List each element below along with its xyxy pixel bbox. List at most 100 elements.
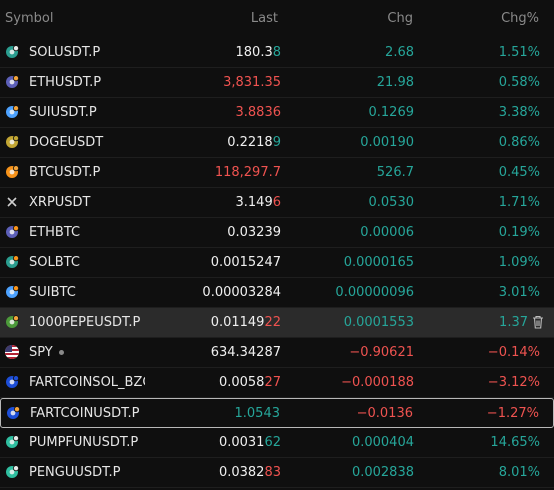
watchlist-row[interactable]: SOLBTC 0.0015247 0.0000165 1.09% bbox=[0, 248, 554, 278]
last-price: 0.03239 bbox=[227, 225, 281, 240]
us-flag-icon bbox=[5, 345, 19, 359]
last-price: 0.038283 bbox=[219, 465, 281, 480]
watchlist-row[interactable]: FARTCOINSOL_BZC 0.005827 −0.000188 −3.12% bbox=[0, 368, 554, 398]
watchlist-header: Symbol Last Chg Chg% bbox=[0, 0, 554, 38]
watchlist-row[interactable]: 1000PEPEUSDT.P 0.0114922 0.0001553 1.37 bbox=[0, 308, 554, 338]
symbol-label: 1000PEPEUSDT.P bbox=[29, 315, 141, 330]
change-percent: −1.27% bbox=[486, 406, 539, 421]
change-percent: 1.51% bbox=[498, 45, 540, 60]
last-price-main: 0.0031 bbox=[218, 435, 265, 450]
last-price: 634.34287 bbox=[211, 345, 281, 360]
change-percent: −3.12% bbox=[487, 375, 540, 390]
change-percent: 0.58% bbox=[498, 75, 540, 90]
fartcoin-perp-icon bbox=[6, 406, 20, 420]
last-price: 0.00003284 bbox=[202, 285, 281, 300]
doge-icon bbox=[5, 135, 19, 149]
last-price-main: 0.03239 bbox=[227, 225, 281, 240]
symbol-label: FARTCOINSOL_BZC bbox=[29, 375, 145, 390]
symbol-label: BTCUSDT.P bbox=[29, 165, 101, 180]
last-price: 0.003162 bbox=[219, 435, 281, 450]
last-price: 0.005827 bbox=[219, 375, 281, 390]
change-value: −0.0136 bbox=[356, 406, 413, 421]
last-price-main: 0.0382 bbox=[218, 465, 265, 480]
symbol-label: PUMPFUNUSDT.P bbox=[29, 435, 139, 450]
last-price-main: 634.34287 bbox=[210, 345, 281, 360]
watchlist-row[interactable]: PENGUUSDT.P 0.038283 0.002838 8.01% bbox=[0, 458, 554, 488]
change-percent: 3.01% bbox=[498, 285, 540, 300]
pumpfun-perp-icon bbox=[5, 435, 19, 449]
last-price: 0.22189 bbox=[227, 135, 281, 150]
last-price-changed-digits: 62 bbox=[264, 435, 281, 450]
sui-perp-icon bbox=[5, 105, 19, 119]
symbol-label: SOLUSDT.P bbox=[29, 45, 101, 60]
watchlist-row[interactable]: SUIUSDT.P 3.8836 0.1269 3.38% bbox=[0, 98, 554, 128]
change-value: 2.68 bbox=[385, 45, 414, 60]
watchlist-row[interactable]: SOLUSDT.P 180.38 2.68 1.51% bbox=[0, 38, 554, 68]
change-value: 0.0001553 bbox=[343, 315, 414, 330]
column-header-last[interactable]: Last bbox=[250, 11, 278, 26]
watchlist-row[interactable]: ETHBTC 0.03239 0.00006 0.19% bbox=[0, 218, 554, 248]
watchlist-row[interactable]: FARTCOINUSDT.P 1.0543 −0.0136 −1.27% bbox=[0, 398, 554, 428]
change-percent: 0.19% bbox=[498, 225, 540, 240]
change-value: 0.00190 bbox=[360, 135, 414, 150]
last-price-main: 1.0543 bbox=[234, 406, 281, 421]
symbol-label: XRPUSDT bbox=[29, 195, 91, 210]
watchlist-row[interactable]: PUMPFUNUSDT.P 0.003162 0.000404 14.65% bbox=[0, 428, 554, 458]
last-price-changed-digits: 9 bbox=[272, 135, 281, 150]
last-price-changed-digits: 83 bbox=[264, 465, 281, 480]
last-price-main: 0.01149 bbox=[210, 315, 265, 330]
watchlist-row[interactable]: SUIBTC 0.00003284 0.00000096 3.01% bbox=[0, 278, 554, 308]
watchlist-row[interactable]: BTCUSDT.P 118,297.7 526.7 0.45% bbox=[0, 158, 554, 188]
market-status-dot bbox=[58, 350, 64, 355]
column-header-chg-pct[interactable]: Chg% bbox=[501, 11, 539, 26]
change-value: 0.00006 bbox=[360, 225, 414, 240]
change-percent: −0.14% bbox=[487, 345, 540, 360]
trash-icon[interactable] bbox=[531, 314, 545, 330]
last-price: 180.38 bbox=[236, 45, 282, 60]
change-value: 0.0000165 bbox=[343, 255, 414, 270]
eth-perp-icon bbox=[5, 75, 19, 89]
change-value: −0.000188 bbox=[341, 375, 414, 390]
last-price: 3,831.35 bbox=[223, 75, 281, 90]
pengu-perp-icon bbox=[5, 465, 19, 479]
change-value: 21.98 bbox=[376, 75, 414, 90]
watchlist-row[interactable]: DOGEUSDT 0.22189 0.00190 0.86% bbox=[0, 128, 554, 158]
last-price-main: 0.0015247 bbox=[210, 255, 281, 270]
change-percent: 14.65% bbox=[490, 435, 540, 450]
change-value: 0.1269 bbox=[368, 105, 415, 120]
watchlist-row[interactable]: XRPUSDT 3.1496 0.0530 1.71% bbox=[0, 188, 554, 218]
watchlist-row[interactable]: SPY 634.34287 −0.90621 −0.14% bbox=[0, 338, 554, 368]
column-header-symbol[interactable]: Symbol bbox=[5, 11, 54, 26]
sui-btc-icon bbox=[5, 285, 19, 299]
change-percent: 1.37 bbox=[499, 315, 528, 330]
sol-perp-icon bbox=[5, 45, 19, 59]
change-percent: 3.38% bbox=[498, 105, 540, 120]
last-price-changed-digits: 6 bbox=[272, 195, 281, 210]
last-price: 0.0015247 bbox=[211, 255, 281, 270]
last-price: 0.0114922 bbox=[211, 315, 281, 330]
watchlist-row[interactable]: ETHUSDT.P 3,831.35 21.98 0.58% bbox=[0, 68, 554, 98]
btc-perp-icon bbox=[5, 165, 19, 179]
column-header-chg[interactable]: Chg bbox=[387, 11, 413, 26]
change-value: 0.002838 bbox=[351, 465, 414, 480]
fartcoin-sol-icon bbox=[5, 375, 19, 389]
symbol-label: ETHBTC bbox=[29, 225, 81, 240]
change-percent: 8.01% bbox=[498, 465, 540, 480]
last-price-main: 3,831.35 bbox=[223, 75, 281, 90]
change-percent: 0.86% bbox=[498, 135, 540, 150]
symbol-label: DOGEUSDT bbox=[29, 135, 104, 150]
last-price: 3.8836 bbox=[236, 105, 282, 120]
last-price-main: 0.00003284 bbox=[202, 285, 281, 300]
change-percent: 1.09% bbox=[498, 255, 540, 270]
eth-btc-icon bbox=[5, 225, 19, 239]
last-price-main: 0.0058 bbox=[218, 375, 265, 390]
last-price-main: 3.8836 bbox=[235, 105, 282, 120]
change-percent: 0.45% bbox=[498, 165, 540, 180]
xrp-icon bbox=[5, 195, 19, 209]
last-price-main: 118,297.7 bbox=[214, 165, 281, 180]
sol-btc-icon bbox=[5, 255, 19, 269]
symbol-label: SUIBTC bbox=[29, 285, 76, 300]
change-value: 0.000404 bbox=[351, 435, 414, 450]
change-percent: 1.71% bbox=[498, 195, 540, 210]
